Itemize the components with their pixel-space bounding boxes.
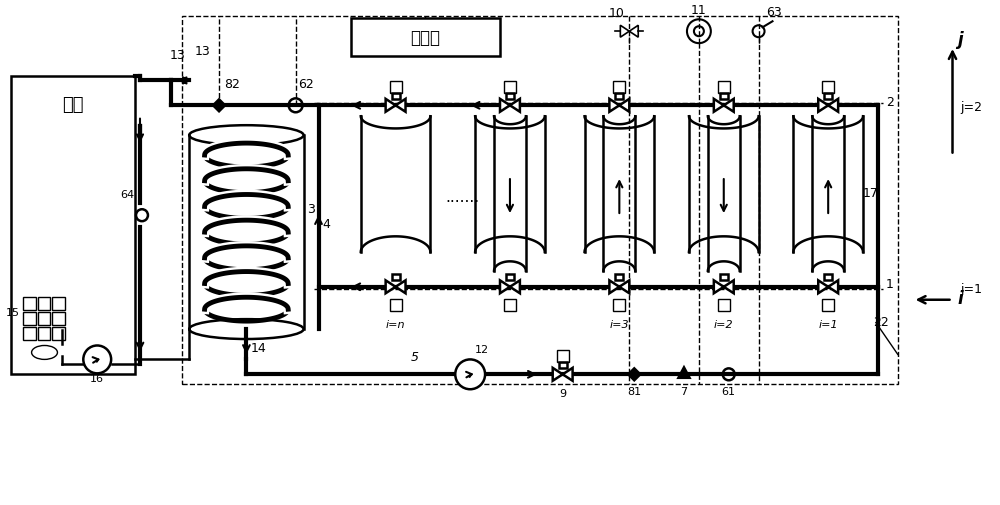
Polygon shape [500, 99, 510, 113]
Bar [822, 82, 834, 94]
Bar [392, 275, 400, 281]
Text: 5: 5 [410, 350, 418, 364]
Bar [615, 275, 623, 281]
Text: 4: 4 [322, 218, 330, 231]
Text: 15: 15 [6, 307, 20, 317]
Bar [23, 327, 36, 340]
Polygon shape [609, 281, 619, 294]
Text: 22: 22 [873, 315, 889, 328]
Text: 控制部: 控制部 [410, 29, 440, 47]
Bar [613, 82, 625, 94]
Text: 63: 63 [767, 6, 782, 19]
Bar [720, 94, 728, 99]
Polygon shape [714, 281, 724, 294]
Text: i=n: i=n [386, 319, 405, 329]
Text: j=1: j=1 [960, 282, 982, 295]
Bar [504, 299, 516, 311]
Bar [351, 19, 500, 57]
Polygon shape [396, 99, 406, 113]
Polygon shape [609, 99, 619, 113]
Text: 3: 3 [308, 203, 315, 216]
Text: 2: 2 [886, 96, 894, 109]
Text: 10: 10 [608, 7, 624, 20]
Text: 61: 61 [722, 386, 736, 396]
Polygon shape [619, 99, 629, 113]
Text: i=2: i=2 [714, 319, 734, 329]
Bar [23, 312, 36, 325]
Polygon shape [510, 281, 520, 294]
Polygon shape [828, 99, 838, 113]
Bar [615, 94, 623, 99]
Text: 13: 13 [169, 48, 185, 62]
Bar [38, 297, 50, 310]
Bar [824, 275, 832, 281]
Text: 64: 64 [120, 190, 134, 200]
Text: 16: 16 [90, 374, 104, 383]
Bar [38, 327, 50, 340]
Bar [824, 94, 832, 99]
Text: 7: 7 [680, 386, 688, 396]
Text: 82: 82 [224, 78, 240, 91]
Polygon shape [563, 368, 573, 381]
Bar [11, 77, 135, 375]
Text: j: j [957, 31, 963, 49]
Text: 1: 1 [886, 277, 894, 290]
Bar [506, 94, 514, 99]
Polygon shape [386, 99, 396, 113]
Polygon shape [553, 368, 563, 381]
Bar [718, 82, 730, 94]
Text: 62: 62 [299, 78, 314, 91]
Text: i=1: i=1 [818, 319, 838, 329]
Polygon shape [628, 369, 640, 381]
Polygon shape [724, 99, 734, 113]
Polygon shape [724, 281, 734, 294]
Ellipse shape [189, 126, 304, 146]
Bar [52, 327, 65, 340]
Bar [720, 275, 728, 281]
Polygon shape [678, 368, 690, 378]
Polygon shape [213, 100, 225, 112]
Polygon shape [818, 99, 828, 113]
Text: i=3: i=3 [610, 319, 629, 329]
Polygon shape [714, 99, 724, 113]
Polygon shape [500, 281, 510, 294]
Text: 9: 9 [559, 388, 566, 398]
Bar [52, 297, 65, 310]
Text: 14: 14 [250, 341, 266, 354]
Text: 11: 11 [691, 5, 707, 17]
Bar [38, 312, 50, 325]
Bar [822, 299, 834, 311]
Bar [390, 82, 402, 94]
Polygon shape [386, 281, 396, 294]
Bar [613, 299, 625, 311]
Text: 12: 12 [475, 345, 489, 355]
Bar [23, 297, 36, 310]
Bar [559, 362, 567, 368]
Bar [392, 94, 400, 99]
Circle shape [83, 346, 111, 374]
Polygon shape [828, 281, 838, 294]
Text: j=2: j=2 [960, 101, 982, 114]
Polygon shape [619, 281, 629, 294]
Circle shape [455, 360, 485, 389]
Polygon shape [510, 99, 520, 113]
Bar [52, 312, 65, 325]
Text: 13: 13 [194, 44, 210, 58]
Bar [557, 351, 569, 363]
Text: 用户: 用户 [62, 95, 84, 114]
Bar [504, 82, 516, 94]
Text: .......: ....... [445, 189, 479, 204]
Polygon shape [818, 281, 828, 294]
Bar [506, 275, 514, 281]
Bar [390, 299, 402, 311]
Text: 81: 81 [627, 386, 641, 396]
Text: i: i [957, 289, 963, 307]
Polygon shape [396, 281, 406, 294]
Text: 17: 17 [863, 187, 879, 199]
Bar [182, 17, 898, 384]
Bar [718, 299, 730, 311]
